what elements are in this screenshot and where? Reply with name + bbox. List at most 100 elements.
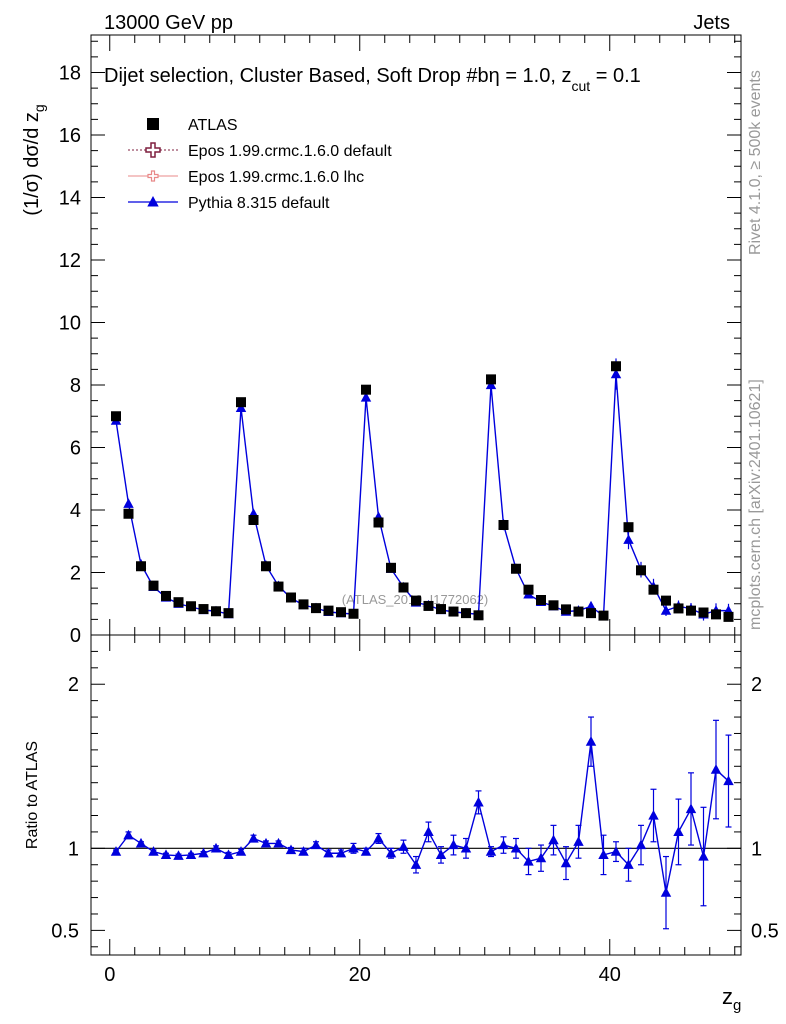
main-y-tick-label: 6 [70, 438, 81, 460]
atlas-point [148, 580, 159, 591]
ratio-point [398, 841, 409, 851]
main-y-tick-label: 18 [59, 63, 81, 85]
atlas-point [661, 595, 671, 606]
atlas-point [461, 608, 471, 619]
pythia-point [660, 605, 672, 615]
main-y-label-text: (1/σ) dσ/d z [21, 112, 43, 216]
ratio-point [360, 846, 372, 856]
atlas-point [348, 608, 359, 619]
ratio-y-tick-label: 0.5 [51, 920, 79, 942]
atlas-point [423, 600, 434, 611]
atlas-point [723, 611, 734, 622]
ratio-y-tick-label: 1 [68, 838, 79, 860]
plot-title-main: Dijet selection, Cluster Based, Soft Dro… [104, 65, 489, 87]
atlas-point [336, 607, 346, 618]
atlas-point [473, 610, 484, 621]
ratio-y-tick-label-right: 0.5 [751, 920, 779, 942]
main-y-tick-label: 12 [59, 250, 81, 272]
ratio-point [623, 859, 634, 869]
ratio-point [110, 846, 122, 856]
x-tick-label: 20 [349, 964, 371, 986]
ratio-point [323, 847, 334, 858]
main-axes: 0 2 4 6 8 10 12 14 16 18 [59, 35, 741, 647]
legend-label: Epos 1.99.crmc.1.6.0 lhc [188, 169, 364, 186]
ratio-point [348, 842, 359, 853]
ratio-point [498, 839, 509, 850]
ratio-point [435, 849, 447, 860]
atlas-point [673, 603, 684, 614]
ratio-point [598, 849, 609, 860]
ratio-point [160, 849, 172, 860]
ratio-point [298, 846, 309, 856]
atlas-point [448, 606, 459, 617]
ratio-point [510, 842, 522, 853]
ratio-series-line [115, 741, 729, 893]
atlas-point [498, 520, 509, 530]
plot-title-eta: η = 1.0, z [489, 65, 572, 87]
main-series [110, 358, 734, 622]
ratio-point [410, 859, 422, 869]
atlas-point [261, 561, 271, 572]
atlas-point [273, 581, 284, 592]
ratio-point [585, 736, 597, 746]
ratio-point [548, 834, 559, 845]
ratio-y-tick-label-right: 2 [751, 674, 762, 696]
atlas-point [698, 607, 709, 618]
legend-atlas-marker [147, 118, 159, 130]
ratio-point [248, 832, 259, 843]
ratio-point [335, 847, 347, 858]
atlas-point [636, 565, 646, 576]
ratio-point [698, 851, 709, 861]
atlas-point [536, 595, 546, 605]
pythia-point [585, 600, 597, 611]
atlas-point [586, 608, 596, 619]
ratio-point [460, 842, 472, 853]
x-axis-label: zg [722, 984, 741, 1014]
atlas-point [623, 522, 634, 533]
atlas-point [298, 599, 309, 610]
atlas-point [411, 595, 421, 606]
atlas-point [286, 592, 296, 603]
x-tick-label: 40 [599, 964, 621, 986]
atlas-point [361, 384, 371, 395]
energy-label: 13000 GeV pp [104, 12, 233, 34]
atlas-point [161, 590, 171, 601]
atlas-point [573, 606, 584, 617]
ratio-point [685, 803, 697, 814]
atlas-point [111, 411, 121, 422]
pythia-point [610, 368, 622, 379]
ratio-point [235, 846, 247, 856]
ratio-point [135, 837, 147, 848]
pythia-point [623, 534, 634, 544]
ratio-point [210, 842, 222, 853]
x-tick-label: 0 [104, 964, 115, 986]
ratio-point [473, 796, 484, 807]
ratio-point [648, 810, 659, 820]
rivet-label: Rivet 4.1.0, ≥ 500k events [747, 70, 764, 255]
ratio-point [573, 836, 584, 846]
legend-label: Pythia 8.315 default [188, 195, 330, 212]
atlas-point [486, 374, 496, 385]
main-y-tick-label: 8 [70, 375, 81, 397]
atlas-point [173, 597, 184, 608]
main-y-tick-label: 0 [70, 625, 81, 647]
ratio-y-tick-label-right: 1 [751, 838, 762, 860]
category-label: Jets [693, 12, 730, 34]
ratio-point [710, 764, 722, 774]
plot-title-cut-sub: cut [571, 78, 590, 94]
atlas-point [386, 562, 396, 573]
ratio-y-label: Ratio to ATLAS [24, 741, 41, 849]
ratio-series [110, 716, 734, 930]
pythia-point [123, 498, 134, 508]
ratio-point [673, 826, 684, 837]
x-axis-label-text: z [722, 984, 733, 1009]
legend-epos-default-marker [145, 142, 161, 158]
atlas-point [711, 609, 721, 620]
x-axis-label-sub: g [733, 997, 741, 1014]
pythia-series-line [115, 374, 729, 618]
atlas-point [686, 605, 696, 616]
atlas-point [598, 610, 609, 621]
ratio-point [660, 887, 672, 897]
ratio-point [723, 775, 734, 786]
legend-label: ATLAS [188, 117, 238, 134]
